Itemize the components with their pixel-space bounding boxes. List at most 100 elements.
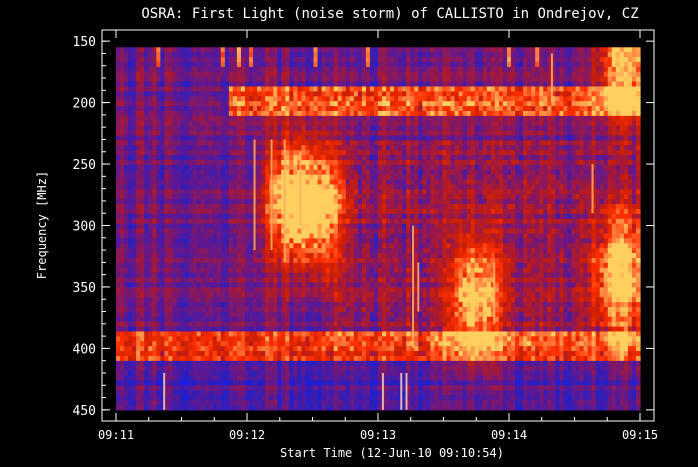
spectrogram-cell <box>539 135 544 141</box>
spectrogram-cell <box>418 164 423 171</box>
spectrogram-cell <box>486 208 492 215</box>
spectrogram-cell <box>551 208 556 215</box>
spectrogram-cell <box>325 184 331 190</box>
spectrogram-cell <box>478 218 484 225</box>
spectrogram-cell <box>277 204 282 210</box>
spectrogram-cell <box>168 174 174 181</box>
spectrogram-cell <box>394 159 399 166</box>
spectrogram-cell <box>611 228 617 235</box>
spectrogram-cell <box>438 184 444 190</box>
spectrogram-cell <box>337 61 343 68</box>
spectrogram-cell <box>551 130 556 137</box>
spectrogram-cell <box>539 110 544 117</box>
spectrogram-cell <box>418 57 423 63</box>
spectrogram-cell <box>635 106 641 112</box>
spectrogram-cell <box>402 66 407 73</box>
spectrogram-cell <box>281 184 286 190</box>
spectrogram-cell <box>164 159 169 166</box>
spectrogram-cell <box>515 189 520 195</box>
spectrogram-cell <box>240 159 246 166</box>
spectrogram-cell <box>249 130 254 137</box>
spectrogram-cell <box>583 213 589 220</box>
spectrogram-cell <box>301 223 307 230</box>
spectrogram-cell <box>607 189 613 195</box>
spectrogram-cell <box>164 208 169 215</box>
spectrogram-cell <box>426 189 431 195</box>
spectrogram-cell <box>615 125 621 132</box>
spectrogram-cell <box>329 228 335 235</box>
spectrogram-cell <box>313 218 319 225</box>
spectrogram-cell <box>345 91 351 97</box>
spectrogram-cell <box>281 125 286 132</box>
spectrogram-cell <box>571 47 577 53</box>
spectrogram-cell <box>386 91 391 97</box>
spectrogram-cell <box>619 61 625 68</box>
spectrogram-cell <box>394 106 399 112</box>
spectrogram-cell <box>502 223 508 230</box>
spectrogram-cell <box>124 66 129 73</box>
spectrogram-cell <box>390 194 395 200</box>
spectrogram-cell <box>587 145 593 151</box>
spectrogram-cell <box>176 120 182 127</box>
spectrogram-cell <box>152 218 157 225</box>
spectrogram-cell <box>398 174 403 181</box>
spectrogram-cell <box>240 96 246 102</box>
spectrogram-cell <box>591 204 597 210</box>
spectrogram-cell <box>382 81 387 88</box>
spectrogram-cell <box>192 76 198 83</box>
spectrogram-cell <box>587 47 593 53</box>
spectrogram-cell <box>144 218 149 225</box>
spectrogram-cell <box>257 233 262 239</box>
spectrogram-cell <box>386 86 391 92</box>
spectrogram-cell <box>357 228 363 235</box>
spectrogram-cell <box>386 71 391 78</box>
spectrogram-cell <box>438 76 444 83</box>
spectrogram-cell <box>631 61 637 68</box>
spectrogram-cell <box>615 110 621 117</box>
spectrogram-cell <box>515 57 520 63</box>
spectrogram-cell <box>531 179 536 186</box>
spectrogram-cell <box>357 91 363 97</box>
spectrogram-cell <box>563 140 569 146</box>
spectrogram-cell <box>140 223 145 230</box>
spectrogram-cell <box>410 135 415 141</box>
spectrogram-cell <box>575 66 581 73</box>
spectrogram-cell <box>361 228 367 235</box>
spectrogram-cell <box>394 164 399 171</box>
spectrogram-cell <box>261 208 266 215</box>
spectrogram-cell <box>333 169 339 176</box>
spectrogram-cell <box>430 199 436 205</box>
spectrogram-cell <box>458 91 464 97</box>
spectrogram-cell <box>470 174 476 181</box>
spectrogram-cell <box>313 145 319 151</box>
spectrogram-cell <box>547 96 552 102</box>
spectrogram-cell <box>559 81 565 88</box>
spectrogram-cell <box>390 140 395 146</box>
spectrogram-cell <box>490 130 496 137</box>
spectrogram-cell <box>599 189 605 195</box>
spectrogram-cell <box>325 120 331 127</box>
spectrogram-cell <box>434 164 440 171</box>
spectrogram-cell <box>277 110 282 117</box>
spectrogram-cell <box>148 174 153 181</box>
spectrogram-cell <box>305 208 311 215</box>
spectrogram-cell <box>575 208 581 215</box>
spectrogram-cell <box>450 218 456 225</box>
spectrogram-cell <box>474 213 480 220</box>
spectrogram-cell <box>277 194 282 200</box>
spectrogram-cell <box>378 52 383 58</box>
spectrogram-cell <box>490 96 496 102</box>
spectrogram-cell <box>410 125 415 132</box>
spectrogram-cell <box>555 150 560 156</box>
spectrogram-cell <box>369 81 375 88</box>
spectrogram-cell <box>386 101 391 107</box>
spectrogram-cell <box>486 159 492 166</box>
spectrogram-cell <box>349 164 355 171</box>
spectrogram-cell <box>285 110 290 117</box>
spectrogram-cell <box>140 145 145 151</box>
spectrogram-cell <box>337 233 343 239</box>
spectrogram-cell <box>309 204 315 210</box>
spectrogram-cell <box>583 47 589 53</box>
spectrogram-cell <box>414 218 419 225</box>
spectrogram-cell <box>160 159 165 166</box>
